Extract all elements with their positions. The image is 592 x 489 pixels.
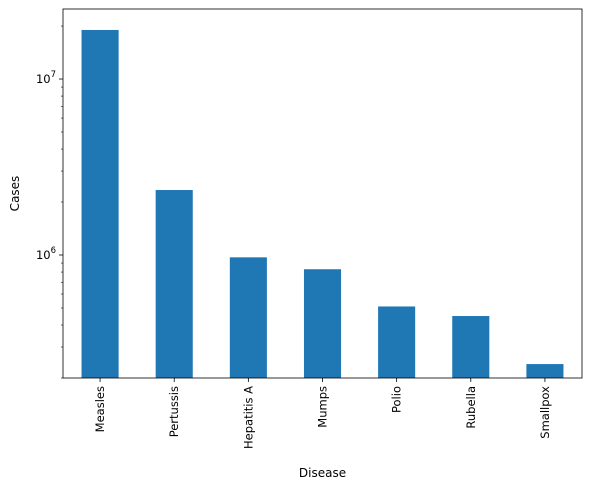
- bar-pertussis: [155, 190, 193, 378]
- x-tick-label: Smallpox: [538, 386, 552, 439]
- bars-group: [81, 29, 564, 379]
- bar-polio: [378, 306, 416, 378]
- x-tick-label: Polio: [390, 386, 404, 413]
- x-tick-label: Mumps: [316, 386, 330, 428]
- y-tick-label: 107: [36, 70, 56, 86]
- y-axis-label: Cases: [8, 176, 22, 212]
- y-ticks-group: 106 107: [36, 25, 63, 379]
- plot-frame: [62, 8, 583, 379]
- bar-hepatitis-a: [229, 257, 267, 378]
- bar-smallpox: [526, 364, 564, 378]
- x-tick-label: Rubella: [464, 386, 478, 429]
- y-tick-label: 106: [36, 246, 56, 262]
- x-tick-label: Measles: [93, 386, 107, 432]
- bar-mumps: [303, 269, 342, 378]
- x-ticks-group: Measles Pertussis Hepatitis A Mumps Polio Rub…: [93, 378, 552, 449]
- bar-rubella: [452, 316, 490, 378]
- x-tick-label: Pertussis: [167, 386, 181, 437]
- x-tick-label: Hepatitis A: [241, 386, 255, 449]
- x-axis-label: Disease: [299, 466, 346, 480]
- bar-measles: [81, 29, 119, 379]
